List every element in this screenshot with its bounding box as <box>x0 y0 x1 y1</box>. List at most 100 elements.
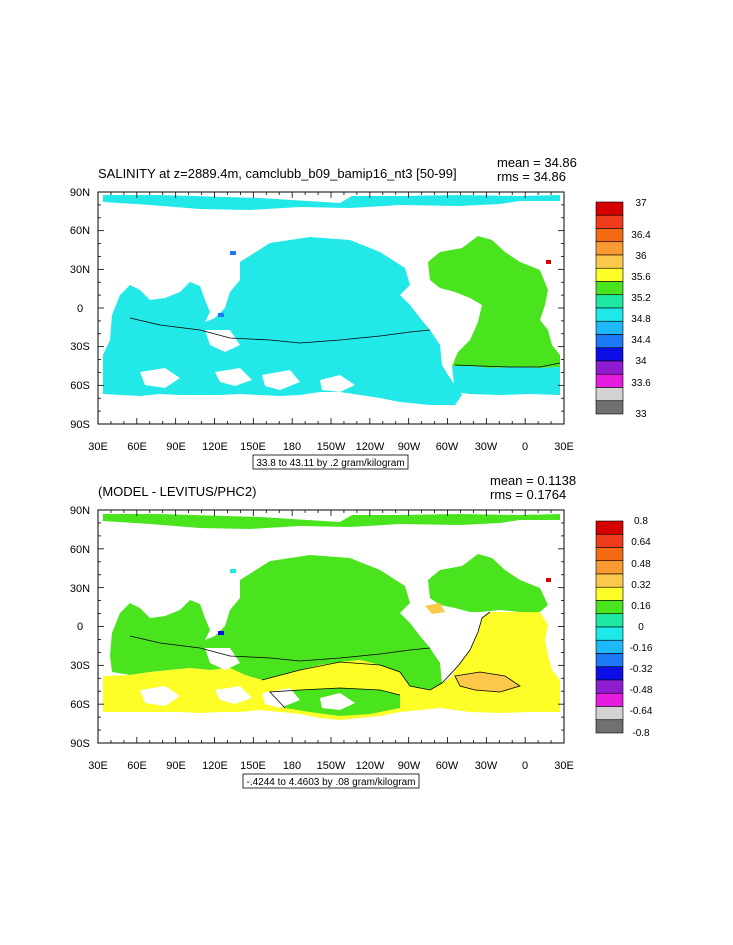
lat-label: 30N <box>70 264 90 276</box>
lat-label: 30S <box>70 341 90 353</box>
lon-label: 120W <box>356 760 385 772</box>
colorbar-swatch <box>595 387 624 402</box>
contour-info-text: 33.8 to 43.11 by .2 gram/kilogram <box>256 458 404 469</box>
colorbar <box>595 520 624 734</box>
axis-ticks <box>97 191 565 425</box>
colorbar-swatch <box>595 400 624 415</box>
colorbar-label: -0.64 <box>630 706 653 717</box>
isolated-cell <box>230 251 236 255</box>
colorbar-label: 34 <box>635 356 647 367</box>
lat-label: 30N <box>70 583 90 595</box>
lon-label: 30E <box>554 441 574 453</box>
lon-label: 60W <box>436 760 459 772</box>
colorbar-swatch <box>595 586 624 601</box>
colorbar-swatch <box>595 639 624 654</box>
colorbar-swatch <box>595 320 624 335</box>
panel-title: (MODEL - LEVITUS/PHC2) <box>98 484 256 499</box>
arctic-ocean-region <box>103 195 560 210</box>
colorbar-swatch <box>595 560 624 575</box>
lon-axis-labels: 30E 60E 90E 120E 150E 180 150W 120W 90W … <box>88 760 574 772</box>
colorbar-swatch <box>595 294 624 309</box>
lon-label: 30E <box>88 760 108 772</box>
rms-label: rms = 0.1764 <box>490 487 566 502</box>
colorbar-label: 33 <box>635 409 647 420</box>
lat-label: 90N <box>70 187 90 199</box>
pacific-indian-ocean-region <box>103 237 462 405</box>
colorbar-swatch <box>595 626 624 641</box>
lat-label: 90S <box>70 738 90 750</box>
lon-label: 150E <box>240 441 266 453</box>
colorbar-label: 0.64 <box>631 537 651 548</box>
lon-label: 90W <box>398 441 421 453</box>
colorbar-swatch <box>595 360 624 375</box>
colorbar-label: 36.4 <box>631 230 651 241</box>
lon-label: 180 <box>283 441 301 453</box>
colorbar-swatch <box>595 706 624 721</box>
land-mask <box>140 330 355 392</box>
isolated-cell <box>230 569 236 573</box>
lat-label: 60N <box>70 225 90 237</box>
lon-label: 60W <box>436 441 459 453</box>
colorbar-swatch <box>595 201 624 216</box>
colorbar-label: -0.8 <box>632 728 650 739</box>
positive-anomaly-patch <box>425 603 445 614</box>
north-atlantic-region <box>428 554 548 612</box>
lat-label: 0 <box>77 621 83 633</box>
colorbar-label: 35.2 <box>631 293 651 304</box>
lat-label: 0 <box>77 303 83 315</box>
lon-label: 150W <box>317 441 346 453</box>
colorbar-swatch <box>595 719 624 734</box>
colorbar-swatch <box>595 533 624 548</box>
colorbar-swatch <box>595 679 624 694</box>
colorbar-swatch <box>595 214 624 229</box>
southern-atlantic-region <box>452 366 560 395</box>
lon-label: 0 <box>522 441 528 453</box>
lat-axis-labels: 90N 60N 30N 0 30S 60S 90S <box>70 505 90 750</box>
lon-label: 120E <box>202 760 228 772</box>
isolated-cell <box>546 260 551 264</box>
lon-label: 120W <box>356 441 385 453</box>
lat-label: 60N <box>70 544 90 556</box>
contour-line <box>261 611 491 691</box>
lon-label: 180 <box>283 760 301 772</box>
lat-label: 90S <box>70 419 90 431</box>
contour-info-box <box>252 454 409 470</box>
colorbar-label: 0.16 <box>631 601 651 612</box>
colorbar-label: 0 <box>638 622 644 633</box>
contour-line <box>129 317 431 344</box>
lon-axis-labels: 30E 60E 90E 120E 150E 180 150W 120W 90W … <box>88 441 574 453</box>
colorbar-swatch <box>595 692 624 707</box>
colorbar-label: 34.8 <box>631 314 651 325</box>
axis-ticks <box>97 509 565 744</box>
lon-label: 90E <box>166 760 186 772</box>
lat-axis-labels: 90N 60N 30N 0 30S 60S 90S <box>70 187 90 431</box>
colorbar-label: 35.6 <box>631 272 651 283</box>
colorbar-swatch <box>595 373 624 388</box>
colorbar-swatch <box>595 600 624 615</box>
map-field <box>103 514 560 720</box>
land-mask <box>140 648 355 710</box>
colorbar-label: 0.32 <box>631 580 651 591</box>
lat-label: 90N <box>70 505 90 517</box>
lon-label: 30W <box>475 441 498 453</box>
colorbar <box>595 201 624 415</box>
positive-anomaly-patch <box>455 672 520 692</box>
lat-label: 60S <box>70 699 90 711</box>
colorbar-swatch <box>595 573 624 588</box>
colorbar-label: -0.16 <box>630 643 653 654</box>
colorbar-swatch <box>595 520 624 535</box>
colorbar-labels: 37 36.4 36 35.6 35.2 34.8 34.4 34 33.6 3… <box>631 198 651 420</box>
lon-label: 150E <box>240 760 266 772</box>
lon-label: 30E <box>554 760 574 772</box>
panel-difference: (MODEL - LEVITUS/PHC2) mean = 0.1138 rms… <box>70 473 653 789</box>
map-field <box>103 195 561 405</box>
colorbar-swatch <box>595 666 624 681</box>
mean-label: mean = 0.1138 <box>490 473 576 488</box>
colorbar-swatch <box>595 281 624 296</box>
contour-line <box>454 362 561 368</box>
colorbar-label: 34.4 <box>631 335 651 346</box>
lon-label: 90E <box>166 441 186 453</box>
colorbar-label: -0.32 <box>630 664 653 675</box>
lon-label: 60E <box>127 760 147 772</box>
